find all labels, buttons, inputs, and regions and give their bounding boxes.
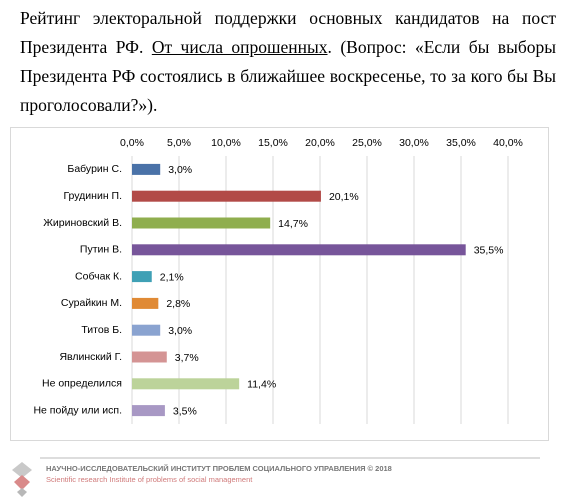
bar xyxy=(132,351,167,363)
footer-institute: НАУЧНО-ИССЛЕДОВАТЕЛЬСКИЙ ИНСТИТУТ ПРОБЛЕ… xyxy=(46,464,392,473)
bar xyxy=(132,324,161,336)
category-label: Титов Б. xyxy=(81,324,122,336)
bar xyxy=(132,217,271,229)
x-tick-label: 40,0% xyxy=(493,137,523,149)
footer-english: Scientific research Institute of problem… xyxy=(46,475,253,484)
category-label: Не пойду или исп. xyxy=(33,404,122,416)
bar xyxy=(132,405,165,417)
category-label: Бабурин С. xyxy=(67,163,122,175)
x-tick-label: 30,0% xyxy=(399,137,429,149)
x-tick-label: 20,0% xyxy=(305,137,335,149)
bar xyxy=(132,297,159,309)
logo xyxy=(12,462,32,497)
value-label: 11,4% xyxy=(247,379,276,391)
category-label: Явлинский Г. xyxy=(59,351,122,363)
bar xyxy=(132,378,240,390)
bar xyxy=(132,244,466,256)
category-label: Грудинин П. xyxy=(63,190,122,202)
x-tick-label: 15,0% xyxy=(258,137,288,149)
intro-underlined: От числа опрошенных xyxy=(151,37,328,57)
value-label: 3,0% xyxy=(168,325,192,337)
intro-part: Рейтинг электоральной поддержки основных… xyxy=(20,8,556,57)
value-label: 14,7% xyxy=(278,218,308,230)
category-label: Жириновский В. xyxy=(43,217,122,229)
value-label: 3,7% xyxy=(175,352,199,364)
x-tick-label: 10,0% xyxy=(211,137,241,149)
category-label: Собчак К. xyxy=(75,270,122,282)
bar xyxy=(132,271,152,283)
value-label: 20,1% xyxy=(329,191,359,203)
bar xyxy=(132,163,161,175)
intro-text: Рейтинг электоральной поддержки основных… xyxy=(20,4,556,120)
intro-part: . (Вопрос: «Если бы выборы Президента РФ… xyxy=(20,37,556,115)
value-label: 3,5% xyxy=(173,405,197,417)
category-label: Путин В. xyxy=(80,244,122,256)
chart-frame xyxy=(10,127,549,441)
value-label: 35,5% xyxy=(474,245,504,257)
value-label: 3,0% xyxy=(168,164,192,176)
category-label: Не определился xyxy=(42,378,122,390)
value-label: 2,1% xyxy=(160,271,184,283)
category-label: Сурайкин М. xyxy=(61,297,122,309)
x-tick-label: 5,0% xyxy=(167,137,191,149)
x-tick-label: 25,0% xyxy=(352,137,382,149)
value-label: 2,8% xyxy=(166,298,190,310)
x-tick-label: 0,0% xyxy=(120,137,144,149)
bar xyxy=(132,190,321,202)
x-tick-label: 35,0% xyxy=(446,137,476,149)
